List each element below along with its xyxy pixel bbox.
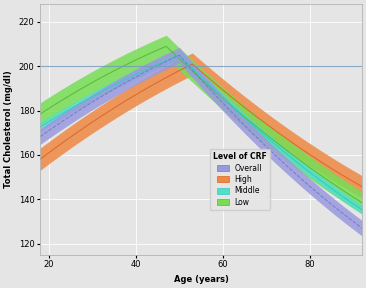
Y-axis label: Total Cholesterol (mg/dl): Total Cholesterol (mg/dl) [4,71,13,188]
Legend: Overall, High, Middle, Low: Overall, High, Middle, Low [210,149,269,210]
X-axis label: Age (years): Age (years) [173,275,228,284]
